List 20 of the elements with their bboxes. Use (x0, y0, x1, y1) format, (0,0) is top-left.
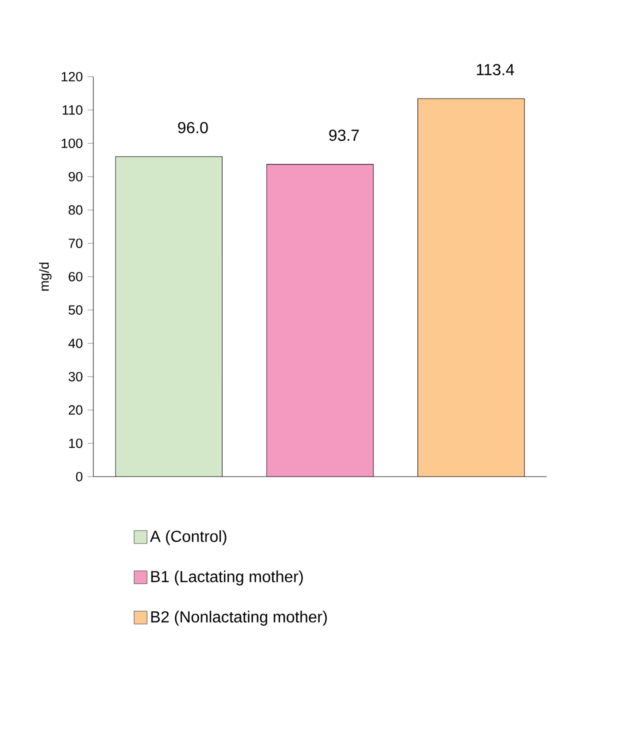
data-label: 113.4 (476, 64, 514, 76)
data-label: 96.0 (178, 122, 208, 134)
y-tick-label: 20 (68, 405, 82, 415)
y-tick-label: 30 (68, 372, 82, 382)
y-tick-label: 120 (62, 72, 82, 82)
y-tick-label: 110 (62, 105, 82, 115)
y-tick-label: 100 (62, 138, 82, 148)
legend-label: B1 (Lactating mother) (151, 570, 303, 586)
y-tick-label: 10 (69, 438, 82, 448)
y-tick-label: 80 (68, 205, 82, 215)
legend-label: B2 (Nonlactating mother) (151, 610, 327, 626)
y-tick-label: 70 (68, 238, 82, 248)
y-tick-label: 50 (68, 305, 82, 315)
legend-label: A (Control) (150, 530, 226, 546)
y-axis-title: mg/d (39, 262, 52, 291)
y-tick-label: 0 (76, 472, 82, 482)
y-tick-label: 60 (68, 272, 82, 282)
data-label: 93.7 (329, 130, 359, 141)
y-tick-label: 40 (68, 338, 82, 348)
y-tick-label: 90 (68, 172, 82, 182)
